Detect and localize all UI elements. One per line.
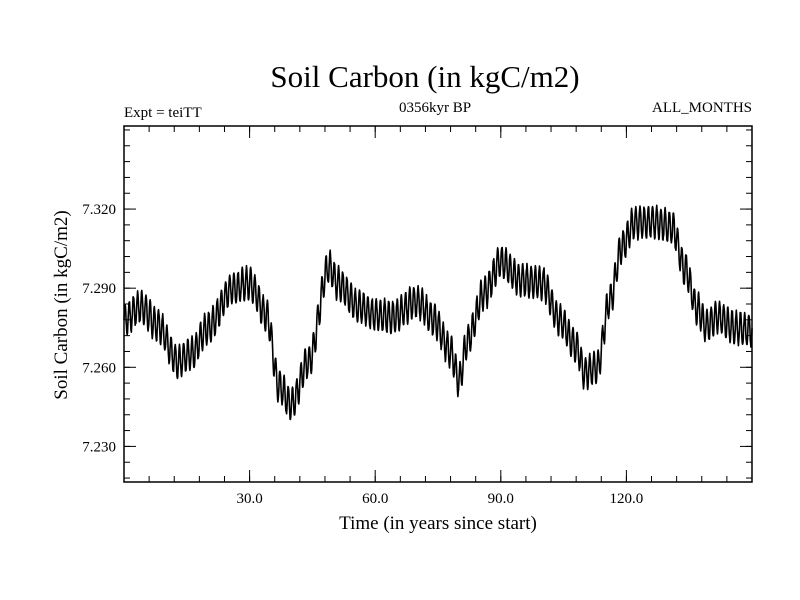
plot-frame <box>123 125 753 483</box>
y-tick-label: 7.260 <box>82 360 116 376</box>
x-tick-label: 90.0 <box>488 491 514 507</box>
x-tick-label: 30.0 <box>236 491 262 507</box>
x-tick-label: 60.0 <box>362 491 388 507</box>
y-tick-label: 7.290 <box>82 281 116 297</box>
series-line-soil-carbon <box>123 204 753 421</box>
chart-subtitle: 0356kyr BP <box>399 100 471 116</box>
months-label: ALL_MONTHS <box>652 100 752 116</box>
plot-area: 30.0 60.0 90.0 120.0 7.230 7.260 7.290 7.320 <box>82 126 753 507</box>
y-axis-label: Soil Carbon (in kgC/m2) <box>51 210 72 399</box>
x-axis-label: Time (in years since start) <box>339 513 537 534</box>
x-tick-label: 120.0 <box>610 491 644 507</box>
experiment-label: Expt = teiTT <box>124 105 202 121</box>
y-tick-label: 7.230 <box>82 439 116 455</box>
chart-title: Soil Carbon (in kgC/m2) <box>270 59 579 94</box>
y-tick-label: 7.320 <box>82 202 116 218</box>
